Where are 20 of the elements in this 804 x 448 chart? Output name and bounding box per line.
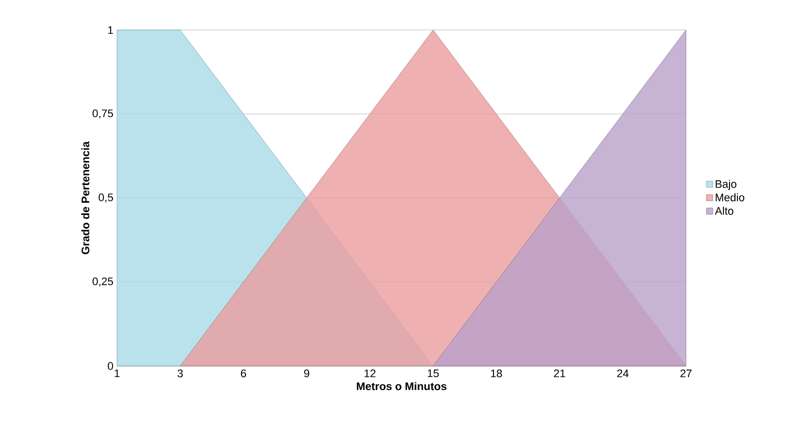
y-tick-label: 1 [108,26,113,34]
y-tick-label: 0 [108,362,114,370]
y-axis-title: Grado de Pertenencia [81,141,90,254]
x-axis-title: Metros o Minutos [356,382,446,390]
x-tick-label: 6 [240,370,246,378]
x-tick-label: 21 [554,370,566,378]
legend-label: Medio [716,193,744,202]
x-tick-label: 27 [680,370,692,378]
x-tick-label: 12 [364,370,376,378]
x-tick-label: 18 [491,370,502,378]
y-tick-label: 0,75 [92,109,114,119]
x-tick-label: 15 [428,370,439,378]
x-tick-label: 3 [178,370,183,378]
x-tick-label: 24 [617,370,629,378]
legend-label: Bajo [716,180,736,190]
y-tick-label: 0,25 [92,277,114,287]
x-tick-label: 1 [114,370,120,378]
legend-label: Alto [714,206,734,215]
x-tick-label: 9 [304,370,310,378]
y-tick-label: 0,5 [98,193,114,203]
